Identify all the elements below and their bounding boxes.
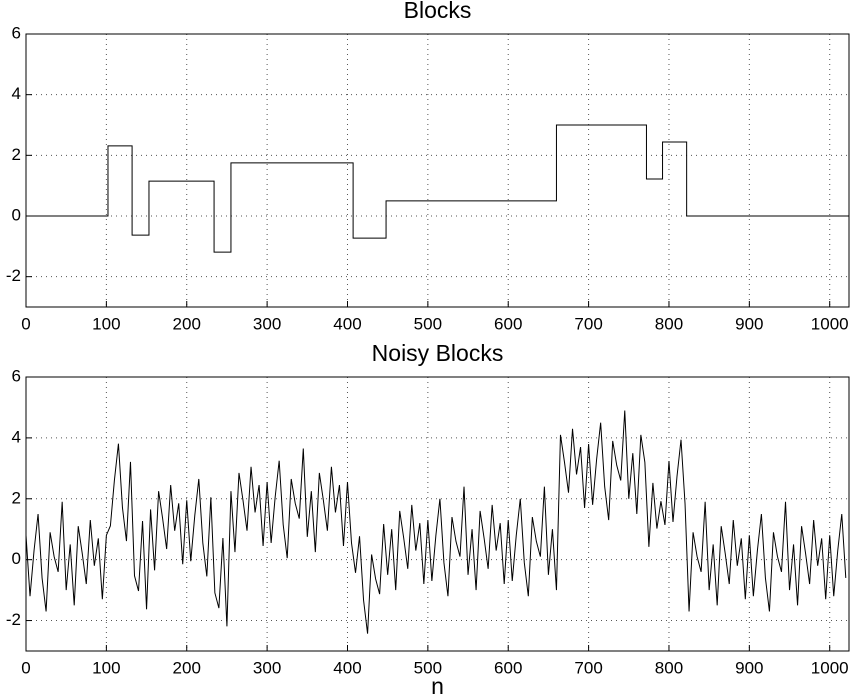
y-tick-label: -2 [6,610,21,629]
x-tick-label: 1000 [811,314,849,333]
data-line [26,124,849,253]
x-tick-label: 500 [414,658,442,677]
x-tick-label: 600 [494,314,522,333]
x-tick-label: 300 [253,658,281,677]
y-tick-label: 2 [12,488,21,507]
x-tick-label: 600 [494,658,522,677]
x-axis-label: n [431,673,444,695]
chart-title: Noisy Blocks [372,340,504,366]
data-line [25,410,847,634]
x-tick-label: 500 [414,314,442,333]
x-tick-label: 200 [173,314,201,333]
x-tick-label: 400 [333,658,361,677]
y-tick-label: 0 [12,205,21,224]
x-tick-label: 200 [173,658,201,677]
y-tick-label: 4 [12,427,21,446]
x-tick-label: 400 [333,314,361,333]
x-tick-label: 1000 [811,658,849,677]
y-tick-label: 0 [12,549,21,568]
x-tick-label: 300 [253,314,281,333]
y-tick-label: 6 [12,23,21,42]
x-tick-label: 100 [92,658,120,677]
x-tick-label: 100 [92,314,120,333]
x-tick-label: 800 [655,658,683,677]
x-tick-label: 700 [574,314,602,333]
x-tick-label: 0 [21,314,30,333]
x-tick-label: 0 [21,658,30,677]
plot-frame [25,33,850,308]
y-tick-label: 4 [12,84,21,103]
y-tick-label: 2 [12,145,21,164]
x-tick-label: 700 [574,658,602,677]
y-tick-label: -2 [6,266,21,285]
x-tick-label: 800 [655,314,683,333]
x-tick-label: 900 [735,658,763,677]
x-tick-label: 900 [735,314,763,333]
y-tick-label: 6 [12,366,21,385]
plot-frame [25,376,850,652]
chart-title: Blocks [404,0,472,23]
